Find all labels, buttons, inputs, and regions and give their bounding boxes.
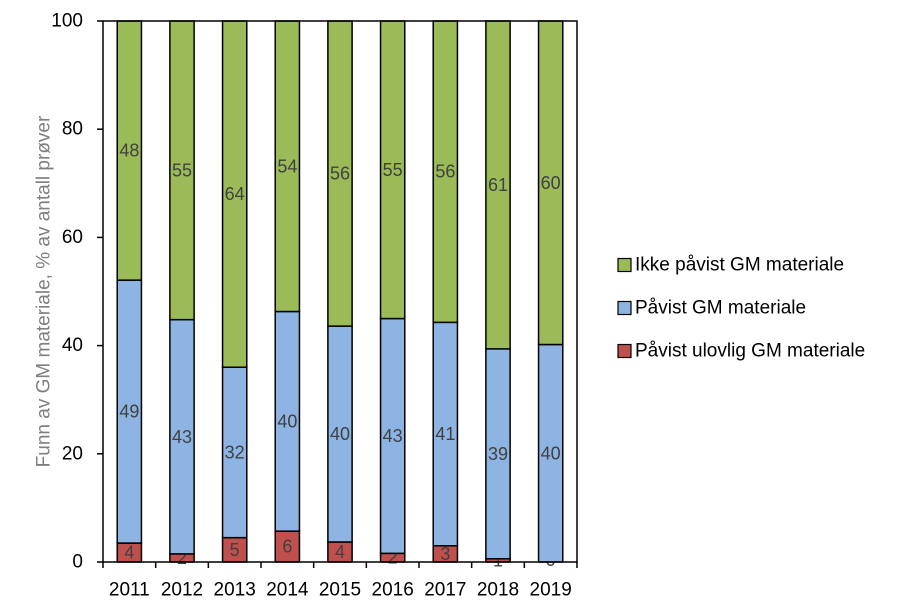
x-tick-label-2016: 2016 — [372, 580, 414, 601]
data-label-2015-series-2: 56 — [330, 164, 350, 184]
bar-2018-series-1 — [485, 348, 511, 560]
legend-swatch-2 — [617, 343, 632, 359]
data-label-2014-series-1: 40 — [277, 411, 297, 431]
data-label-2012-series-0: 2 — [177, 548, 187, 568]
x-tick-label-2019: 2019 — [530, 580, 572, 601]
x-tick-label-2017: 2017 — [424, 580, 466, 601]
bar-2018-series-2 — [485, 20, 511, 350]
bar-2015-series-2 — [327, 20, 353, 327]
data-label-2012-series-1: 43 — [172, 427, 192, 447]
x-tick-label-2012: 2012 — [161, 580, 203, 601]
data-label-2011-series-0: 4 — [124, 543, 134, 563]
data-label-2016-series-2: 55 — [383, 160, 403, 180]
data-label-2014-series-0: 6 — [282, 537, 292, 557]
x-axis: 2011 2012 2013 2014 2015 2016 2017 2018 2019 — [102, 562, 578, 601]
data-label-2016-series-1: 43 — [383, 426, 403, 446]
bar-2019-series-1 — [537, 343, 564, 563]
legend-swatch-1 — [617, 300, 632, 316]
data-label-2019-series-2: 60 — [541, 173, 561, 193]
y-tick-label: 0 — [72, 552, 83, 573]
data-label-2018-series-2: 61 — [488, 175, 508, 195]
data-label-2012-series-2: 55 — [172, 160, 192, 180]
y-tick-label: 20 — [62, 443, 83, 464]
plot-area: 4494824355532646405444056243553415613961… — [102, 20, 578, 570]
data-label-2015-series-0: 4 — [335, 542, 345, 562]
data-label-2014-series-2: 54 — [277, 156, 297, 176]
data-label-2015-series-1: 40 — [330, 424, 350, 444]
data-label-2017-series-1: 41 — [435, 424, 455, 444]
bar-2014-series-1 — [274, 310, 301, 532]
data-label-2011-series-2: 48 — [119, 141, 139, 161]
data-label-2018-series-0: 1 — [493, 550, 503, 570]
bar-2011-series-1 — [116, 279, 143, 544]
y-tick-label: 80 — [62, 119, 83, 140]
bar-2017-series-2 — [432, 20, 459, 324]
y-axis: 0 20 40 60 80 100 — [51, 11, 103, 573]
data-label-2019-series-1: 40 — [541, 443, 561, 463]
y-tick-label: 40 — [62, 335, 83, 356]
x-tick-label-2014: 2014 — [266, 580, 309, 601]
legend-label-0: Ikke påvist GM materiale — [635, 255, 844, 276]
data-label-2018-series-1: 39 — [488, 444, 508, 464]
legend-label-2: Påvist ulovlig GM materiale — [635, 341, 865, 362]
legend-label-1: Påvist GM materiale — [635, 298, 806, 319]
data-label-2017-series-2: 56 — [435, 162, 455, 182]
legend-swatch-0 — [617, 257, 632, 273]
legend: Ikke påvist GM materiale Påvist GM materi… — [617, 255, 865, 362]
data-label-2013-series-2: 64 — [225, 184, 245, 204]
data-label-2013-series-1: 32 — [225, 442, 245, 462]
y-tick-label: 60 — [62, 227, 83, 248]
data-label-2016-series-0: 2 — [388, 548, 398, 568]
x-tick-label-2015: 2015 — [319, 580, 361, 601]
y-axis-label: Funn av GM materiale, % av antall prøver — [34, 115, 55, 467]
y-tick-label: 100 — [51, 11, 83, 32]
x-tick-label-2013: 2013 — [214, 580, 256, 601]
bar-2015-series-1 — [327, 325, 353, 543]
x-tick-label-2011: 2011 — [109, 580, 150, 601]
bar-2017-series-1 — [432, 321, 459, 547]
plot-frame — [102, 20, 578, 563]
bar-2014-series-2 — [274, 20, 301, 313]
data-label-2017-series-0: 3 — [440, 544, 450, 564]
x-tick-label-2018: 2018 — [477, 580, 519, 601]
bar-2016-series-1 — [379, 317, 406, 555]
data-label-2011-series-1: 49 — [119, 402, 139, 422]
data-label-2013-series-0: 5 — [230, 540, 240, 560]
